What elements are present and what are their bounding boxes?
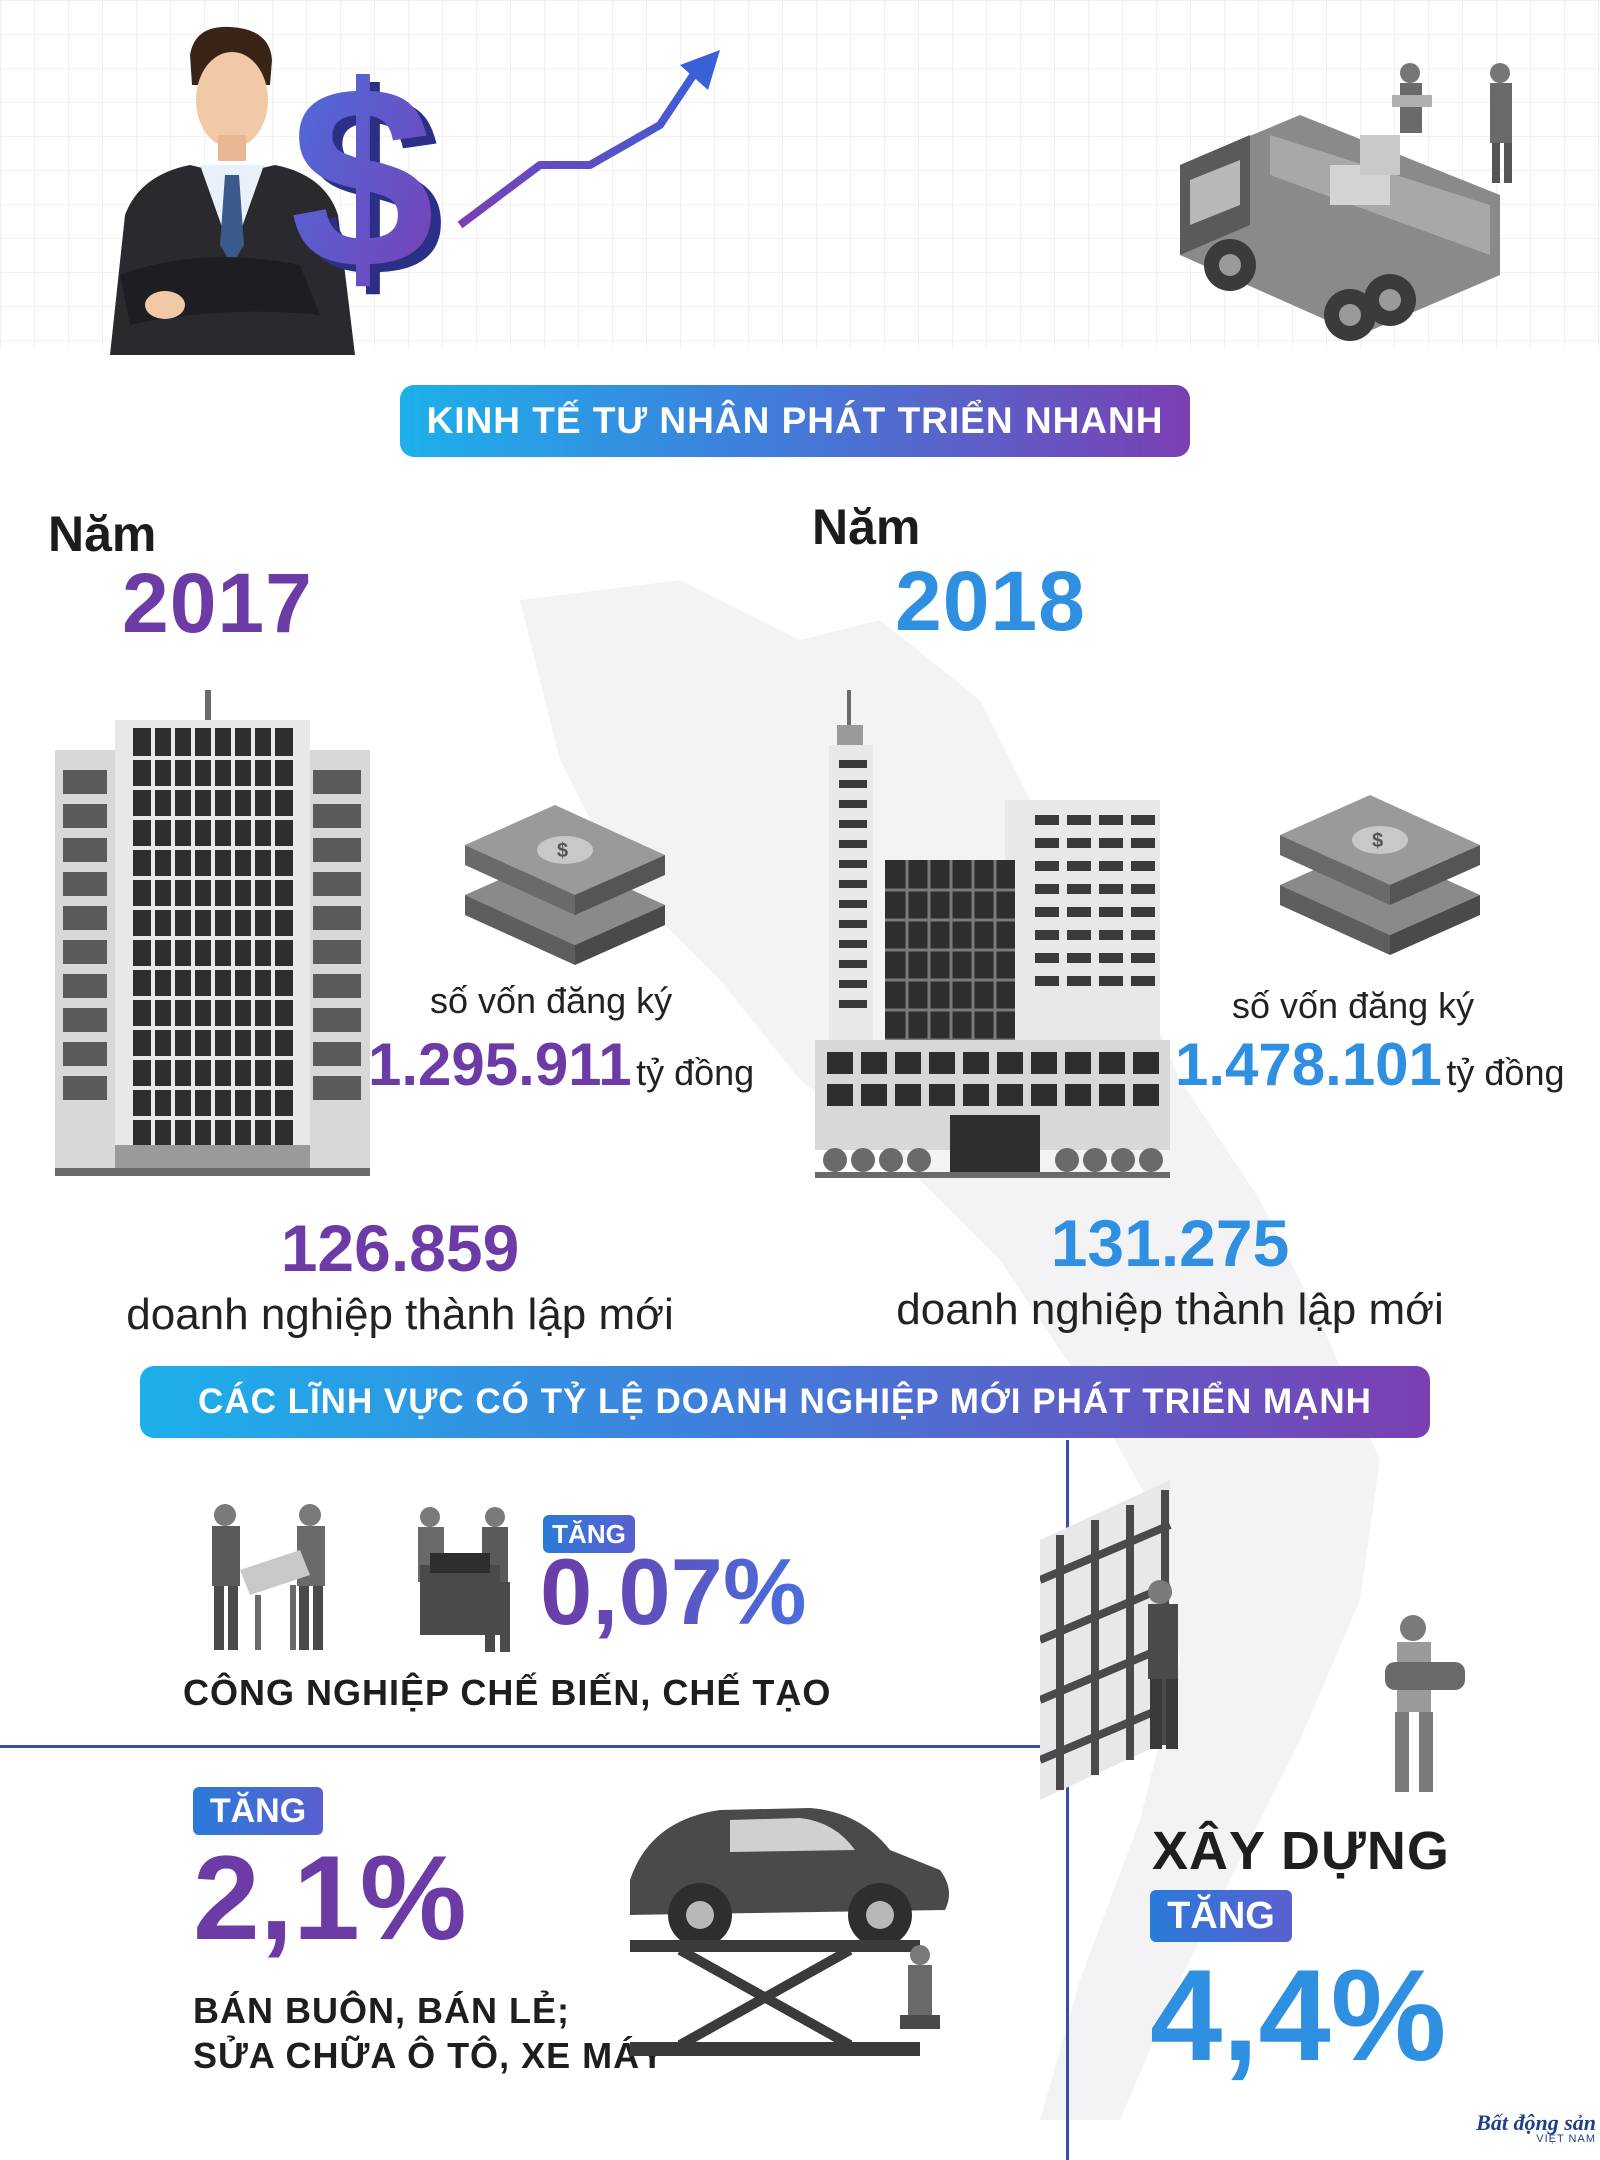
- sectors-banner: CÁC LĨNH VỰC CÓ TỶ LỆ DOANH NGHIỆP MỚI P…: [140, 1366, 1430, 1438]
- new-biz-label-2018: doanh nghiệp thành lập mới: [896, 1285, 1444, 1334]
- car-lift-icon: [630, 1808, 949, 2056]
- worker-icon: [1392, 63, 1512, 183]
- year-2017-prefix: Năm: [48, 506, 157, 562]
- brand-logo: Bất động sản VIỆT NAM: [1476, 2112, 1596, 2145]
- machine-workers-icon: [418, 1507, 510, 1652]
- increase-badge-retail: TĂNG: [193, 1787, 323, 1835]
- capital-unit-2017: tỷ đồng: [636, 1052, 755, 1093]
- percent-manufacturing: 0,07%: [540, 1539, 807, 1644]
- horizontal-divider: [0, 1745, 1045, 1748]
- capital-2018: 1.478.101 tỷ đồng: [1175, 1030, 1564, 1099]
- capital-unit-2018: tỷ đồng: [1446, 1052, 1565, 1093]
- svg-text:$: $: [300, 45, 445, 315]
- svg-text:$: $: [1372, 830, 1383, 852]
- svg-text:$: $: [557, 840, 568, 862]
- scaffold-icon: [1040, 1480, 1178, 1800]
- sector-name-retail-line1: BÁN BUÔN, BÁN LẺ;: [193, 1990, 570, 2031]
- sector-name-manufacturing: CÔNG NGHIỆP CHẾ BIẾN, CHẾ TẠO: [183, 1672, 832, 1713]
- vertical-divider: [1066, 1440, 1069, 2160]
- percent-construction: 4,4%: [1150, 1942, 1447, 2088]
- increase-badge-manufacturing: TĂNG: [543, 1515, 635, 1553]
- capital-value-2017: 1.295.911: [368, 1031, 632, 1098]
- capital-label-2017: số vốn đăng ký: [430, 980, 673, 1021]
- worker-icon: [1385, 1615, 1465, 1792]
- capital-label-2018: số vốn đăng ký: [1232, 985, 1475, 1026]
- year-2018-prefix: Năm: [812, 499, 921, 555]
- new-biz-value-2017: 126.859: [280, 1211, 520, 1285]
- new-biz-label-2017: doanh nghiệp thành lập mới: [126, 1290, 674, 1339]
- engineers-icon: [212, 1504, 325, 1650]
- percent-retail: 2,1%: [193, 1831, 467, 1965]
- increase-badge-construction: TĂNG: [1150, 1890, 1292, 1942]
- sector-name-retail-line2: SỬA CHỮA Ô TÔ, XE MÁY: [193, 2035, 666, 2076]
- office-building-icon: [55, 690, 370, 1176]
- capital-2017: 1.295.911 tỷ đồng: [368, 1030, 754, 1099]
- dollar-sign-icon: $ $: [290, 45, 445, 315]
- money-stack-icon: $: [465, 805, 665, 965]
- capital-value-2018: 1.478.101: [1175, 1031, 1442, 1098]
- money-stack-icon: $: [1280, 795, 1480, 955]
- brand-sub: VIỆT NAM: [1536, 2133, 1596, 2145]
- businessman-icon: [110, 26, 355, 355]
- truck-icon: [1180, 63, 1512, 341]
- growth-arrow-icon: [457, 50, 720, 229]
- year-2018: 2018: [895, 554, 1086, 648]
- new-biz-value-2018: 131.275: [1050, 1206, 1290, 1280]
- header-banner: KINH TẾ TƯ NHÂN PHÁT TRIỂN NHANH: [400, 385, 1190, 457]
- office-building-icon: [815, 690, 1170, 1178]
- sector-name-construction: XÂY DỰNG: [1152, 1821, 1450, 1881]
- svg-text:$: $: [290, 45, 435, 315]
- brand-name: Bất động sản: [1476, 2110, 1596, 2135]
- year-2017: 2017: [122, 556, 313, 650]
